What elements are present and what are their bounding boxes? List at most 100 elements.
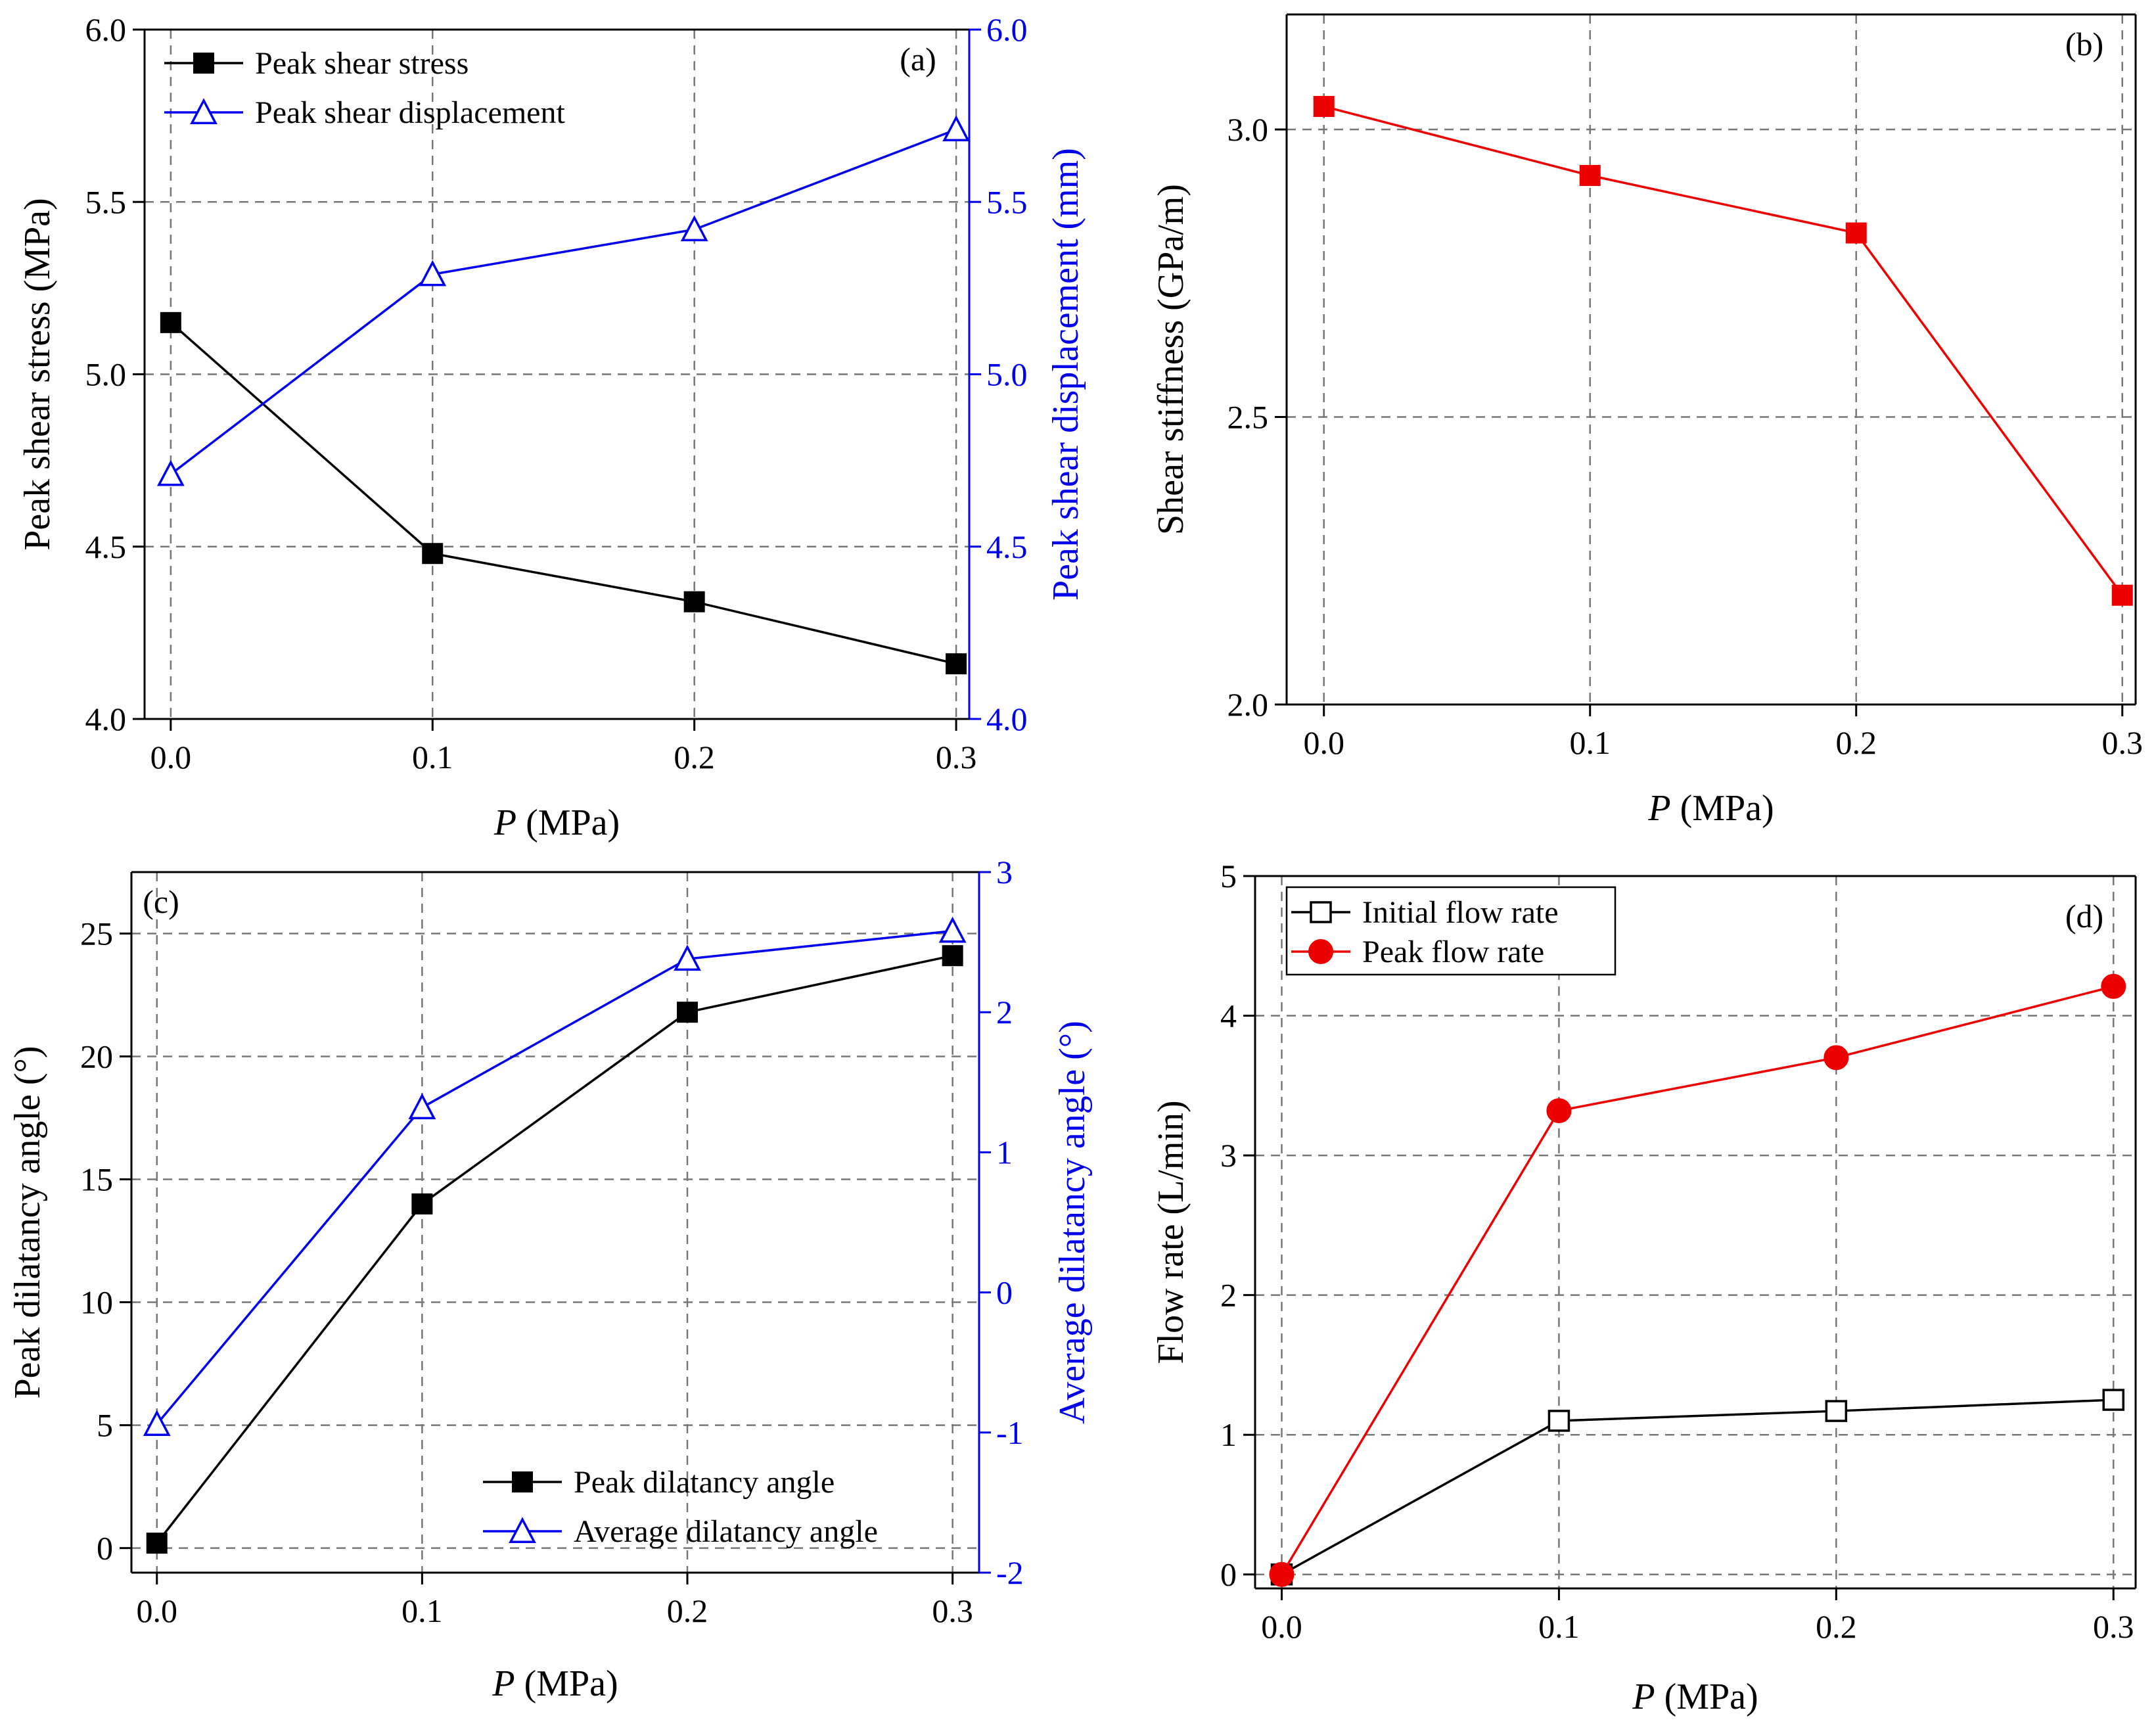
x-tick-label: 0.2: [1835, 724, 1877, 761]
y-axis-title: Peak dilatancy angle (°): [7, 1046, 48, 1398]
data-point-0-0: [1313, 96, 1335, 117]
y-axis-title: Shear stiffness (GPa/m): [1151, 184, 1191, 535]
y-tick-label: 5: [1220, 858, 1237, 894]
x-axis-title: P (MPa): [1647, 788, 1774, 829]
y2-tick-label: 4.0: [986, 701, 1028, 737]
legend-marker: [1310, 901, 1332, 923]
data-point-1-0: [156, 459, 185, 486]
y-tick-label: 5: [97, 1407, 113, 1444]
x-axis-title: P (MPa): [492, 1663, 618, 1704]
data-point-1-1: [419, 260, 447, 287]
legend-marker: [193, 53, 214, 74]
data-point-0-2: [1845, 222, 1867, 244]
data-point-0-3: [942, 945, 963, 967]
legend-label: Average dilatancy angle: [574, 1514, 878, 1549]
y2-tick-label: 1: [996, 1134, 1013, 1170]
x-tick-label: 0.2: [667, 1592, 708, 1629]
series-line-0: [170, 321, 957, 665]
x-tick-label: 0.3: [2101, 724, 2143, 761]
series-line-1: [1281, 985, 2114, 1575]
data-point-1-0: [143, 1410, 171, 1436]
legend-marker: [509, 1517, 536, 1543]
y2-axis-title: Average dilatancy angle (°): [1052, 1021, 1093, 1424]
panel-label-c: (c): [143, 883, 179, 920]
x-axis-title-unit: (MPa): [1655, 1676, 1758, 1717]
y-tick-label: 4.5: [85, 528, 127, 565]
y2-tick-label: 2: [996, 994, 1013, 1030]
data-point-0-2: [683, 591, 705, 612]
data-point-1-2: [674, 944, 701, 971]
panel-b: 0.0 0.1 0.2 0.3 2.0 2.5 3.0 P (MPa) Shear stiffn…: [1151, 13, 2143, 829]
x-tick-label: 0.2: [674, 739, 715, 775]
legend-marker: [1308, 939, 1333, 964]
y2-tick-label: -2: [996, 1554, 1024, 1591]
data-point-1-3: [2101, 973, 2126, 999]
y2-tick-label: 3: [996, 854, 1013, 890]
series-line-0: [1281, 1398, 2114, 1576]
data-point-1-3: [942, 115, 970, 142]
data-point-0-3: [2102, 1389, 2124, 1411]
y-tick-label: 4: [1220, 998, 1237, 1034]
legend-label: Peak shear displacement: [255, 95, 565, 130]
x-axis-title-var: P: [1647, 788, 1670, 829]
panel-label-a: (a): [900, 41, 936, 78]
data-point-0-3: [2111, 584, 2133, 606]
legend-label: Initial flow rate: [1362, 895, 1559, 930]
panel-label-b: (b): [2065, 26, 2103, 62]
data-point-0-2: [677, 1002, 699, 1023]
series-line-1: [156, 929, 953, 1425]
y2-tick-label: 5.0: [986, 356, 1028, 393]
series-line-0: [156, 954, 953, 1544]
panel-c: 0.0 0.1 0.2 0.3 0 5 10 15 20 25 -2 -1 0 1 2 3 P (MPa) Pea…: [7, 854, 1093, 1704]
x-axis-title: P (MPa): [1632, 1676, 1758, 1717]
y-tick-label: 25: [80, 915, 113, 952]
y-tick-label: 1: [1220, 1416, 1237, 1453]
y-axis-title: Peak shear stress (MPa): [17, 198, 58, 551]
y2-tick-label: 6.0: [986, 11, 1028, 48]
y2-tick-label: 4.5: [986, 528, 1028, 565]
data-point-1-3: [938, 916, 967, 943]
data-point-0-1: [1548, 1410, 1571, 1432]
y2-axis-title: Peak shear displacement (mm): [1045, 148, 1086, 601]
panel-a: 0.0 0.1 0.2 0.34.04.55.05.56.04.04.55.05.56…: [17, 11, 1086, 843]
x-tick-label: 0.3: [2093, 1608, 2134, 1645]
data-point-1-2: [680, 215, 708, 242]
legend-label: Peak shear stress: [255, 46, 469, 81]
x-tick-label: 0.1: [401, 1592, 443, 1629]
data-point-0-1: [422, 543, 444, 565]
data-point-0-0: [146, 1533, 168, 1554]
x-tick-label: 0.1: [412, 739, 453, 775]
legend-box: [1285, 886, 1617, 976]
data-point-0-1: [1579, 165, 1601, 186]
x-axis-title-unit: (MPa): [1671, 788, 1774, 829]
legend-marker: [512, 1471, 533, 1492]
y-axis-title: Flow rate (L/min): [1151, 1100, 1191, 1364]
panel-label-d: (d): [2065, 898, 2103, 935]
data-point-1-0: [1269, 1561, 1295, 1587]
y2-tick-label: 0: [996, 1274, 1013, 1311]
legend: Initial flow rate Peak flow rate: [1285, 886, 1617, 976]
y-tick-label: 20: [80, 1038, 113, 1075]
x-axis-title-var: P: [493, 802, 516, 843]
data-point-0-3: [946, 653, 967, 675]
data-point-0-1: [411, 1193, 433, 1214]
series-line-1: [170, 128, 957, 475]
legend-marker: [190, 98, 218, 124]
y2-tick-label: 5.5: [986, 183, 1028, 220]
x-tick-label: 0.0: [1303, 724, 1344, 761]
panel-d: 0.0 0.1 0.2 0.3 0 1 2 3 4 5 P (MPa) Flow rate (L/mi…: [1151, 858, 2137, 1717]
legend-label: Peak flow rate: [1362, 935, 1544, 969]
x-tick-label: 0.0: [150, 739, 192, 775]
data-point-1-1: [1546, 1098, 1572, 1124]
data-point-0-2: [1825, 1400, 1848, 1422]
data-point-1-2: [1823, 1045, 1849, 1071]
legend-label: Peak dilatancy angle: [574, 1465, 835, 1500]
y-tick-label: 10: [80, 1284, 113, 1321]
series-line-0: [1323, 105, 2124, 596]
x-tick-label: 0.3: [932, 1592, 973, 1629]
y-tick-label: 2: [1220, 1277, 1237, 1314]
x-tick-label: 0.3: [936, 739, 977, 775]
y2-tick-label: -1: [996, 1414, 1024, 1451]
y-tick-label: 5.0: [85, 356, 127, 393]
